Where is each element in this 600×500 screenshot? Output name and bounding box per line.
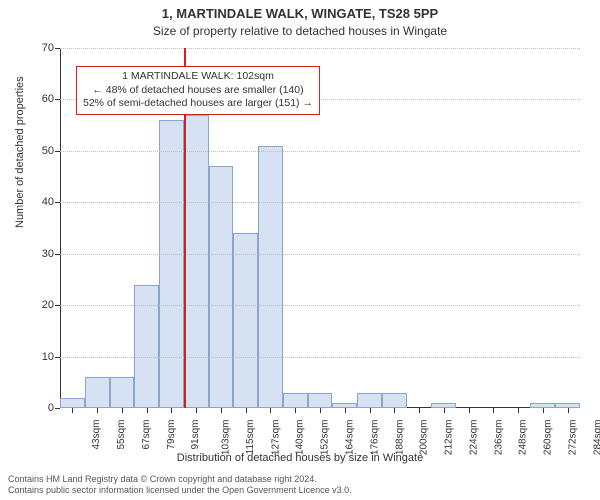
xtick-mark xyxy=(345,408,346,413)
gridline xyxy=(60,305,580,306)
ytick-label: 60 xyxy=(42,93,54,105)
xtick-label: 103sqm xyxy=(221,420,232,456)
xtick-label: 91sqm xyxy=(190,420,201,450)
xtick-label: 55sqm xyxy=(116,420,127,450)
ytick-mark xyxy=(55,48,60,49)
xtick-mark xyxy=(122,408,123,413)
ytick-mark xyxy=(55,99,60,100)
xtick-label: 79sqm xyxy=(166,420,177,450)
xtick-mark xyxy=(493,408,494,413)
bar xyxy=(60,398,85,408)
xtick-label: 115sqm xyxy=(245,420,256,455)
xtick-label: 212sqm xyxy=(444,420,455,456)
ytick-label: 70 xyxy=(42,42,54,54)
xtick-mark xyxy=(221,408,222,413)
xtick-mark xyxy=(419,408,420,413)
xtick-label: 140sqm xyxy=(295,420,306,456)
xtick-label: 260sqm xyxy=(543,420,554,456)
xtick-label: 67sqm xyxy=(141,420,152,450)
xtick-label: 284sqm xyxy=(592,420,600,456)
x-axis-label: Distribution of detached houses by size … xyxy=(0,452,600,464)
ytick-mark xyxy=(55,357,60,358)
bar xyxy=(283,393,308,408)
xtick-mark xyxy=(370,408,371,413)
xtick-mark xyxy=(270,408,271,413)
xtick-mark xyxy=(543,408,544,413)
xtick-label: 200sqm xyxy=(419,420,430,456)
annotation-line: 1 MARTINDALE WALK: 102sqm xyxy=(83,70,313,84)
ytick-label: 40 xyxy=(42,196,54,208)
xtick-mark xyxy=(72,408,73,413)
y-axis-label: Number of detached properties xyxy=(14,76,26,228)
ytick-mark xyxy=(55,151,60,152)
gridline xyxy=(60,357,580,358)
annotation-line: 52% of semi-detached houses are larger (… xyxy=(83,97,313,111)
xtick-mark xyxy=(97,408,98,413)
chart-title: 1, MARTINDALE WALK, WINGATE, TS28 5PP xyxy=(0,6,600,21)
xtick-mark xyxy=(147,408,148,413)
gridline xyxy=(60,254,580,255)
ytick-mark xyxy=(55,202,60,203)
bar xyxy=(258,146,283,408)
xtick-mark xyxy=(394,408,395,413)
bar xyxy=(308,393,333,408)
ytick-label: 10 xyxy=(42,351,54,363)
xtick-mark xyxy=(171,408,172,413)
xtick-label: 127sqm xyxy=(270,420,281,456)
xtick-mark xyxy=(444,408,445,413)
ytick-mark xyxy=(55,305,60,306)
footer-line2: Contains public sector information licen… xyxy=(8,485,352,496)
xtick-mark xyxy=(518,408,519,413)
ytick-label: 0 xyxy=(48,402,54,414)
chart-subtitle: Size of property relative to detached ho… xyxy=(0,24,600,38)
xtick-label: 188sqm xyxy=(394,420,405,456)
ytick-label: 20 xyxy=(42,299,54,311)
bar xyxy=(134,285,159,408)
ytick-label: 50 xyxy=(42,145,54,157)
bar xyxy=(382,393,407,408)
annotation-box: 1 MARTINDALE WALK: 102sqm← 48% of detach… xyxy=(76,66,320,115)
xtick-mark xyxy=(246,408,247,413)
gridline xyxy=(60,151,580,152)
bar xyxy=(85,377,110,408)
footer-attribution: Contains HM Land Registry data © Crown c… xyxy=(8,474,352,497)
xtick-label: 164sqm xyxy=(345,420,356,456)
xtick-label: 176sqm xyxy=(369,420,380,456)
xtick-label: 224sqm xyxy=(468,420,479,456)
footer-line1: Contains HM Land Registry data © Crown c… xyxy=(8,474,352,485)
bar xyxy=(233,233,258,408)
plot-area: 01020304050607043sqm55sqm67sqm79sqm91sqm… xyxy=(60,48,580,408)
xtick-mark xyxy=(320,408,321,413)
gridline xyxy=(60,48,580,49)
ytick-mark xyxy=(55,408,60,409)
xtick-label: 248sqm xyxy=(518,420,529,456)
ytick-mark xyxy=(55,254,60,255)
xtick-mark xyxy=(295,408,296,413)
xtick-label: 236sqm xyxy=(493,420,504,456)
ytick-label: 30 xyxy=(42,248,54,260)
bar xyxy=(184,115,209,408)
annotation-line: ← 48% of detached houses are smaller (14… xyxy=(83,84,313,98)
bar xyxy=(110,377,135,408)
xtick-label: 152sqm xyxy=(320,420,331,456)
bar xyxy=(357,393,382,408)
xtick-label: 272sqm xyxy=(567,420,578,456)
xtick-label: 43sqm xyxy=(91,420,102,450)
xtick-mark xyxy=(568,408,569,413)
xtick-mark xyxy=(196,408,197,413)
gridline xyxy=(60,202,580,203)
xtick-mark xyxy=(469,408,470,413)
bar xyxy=(159,120,184,408)
